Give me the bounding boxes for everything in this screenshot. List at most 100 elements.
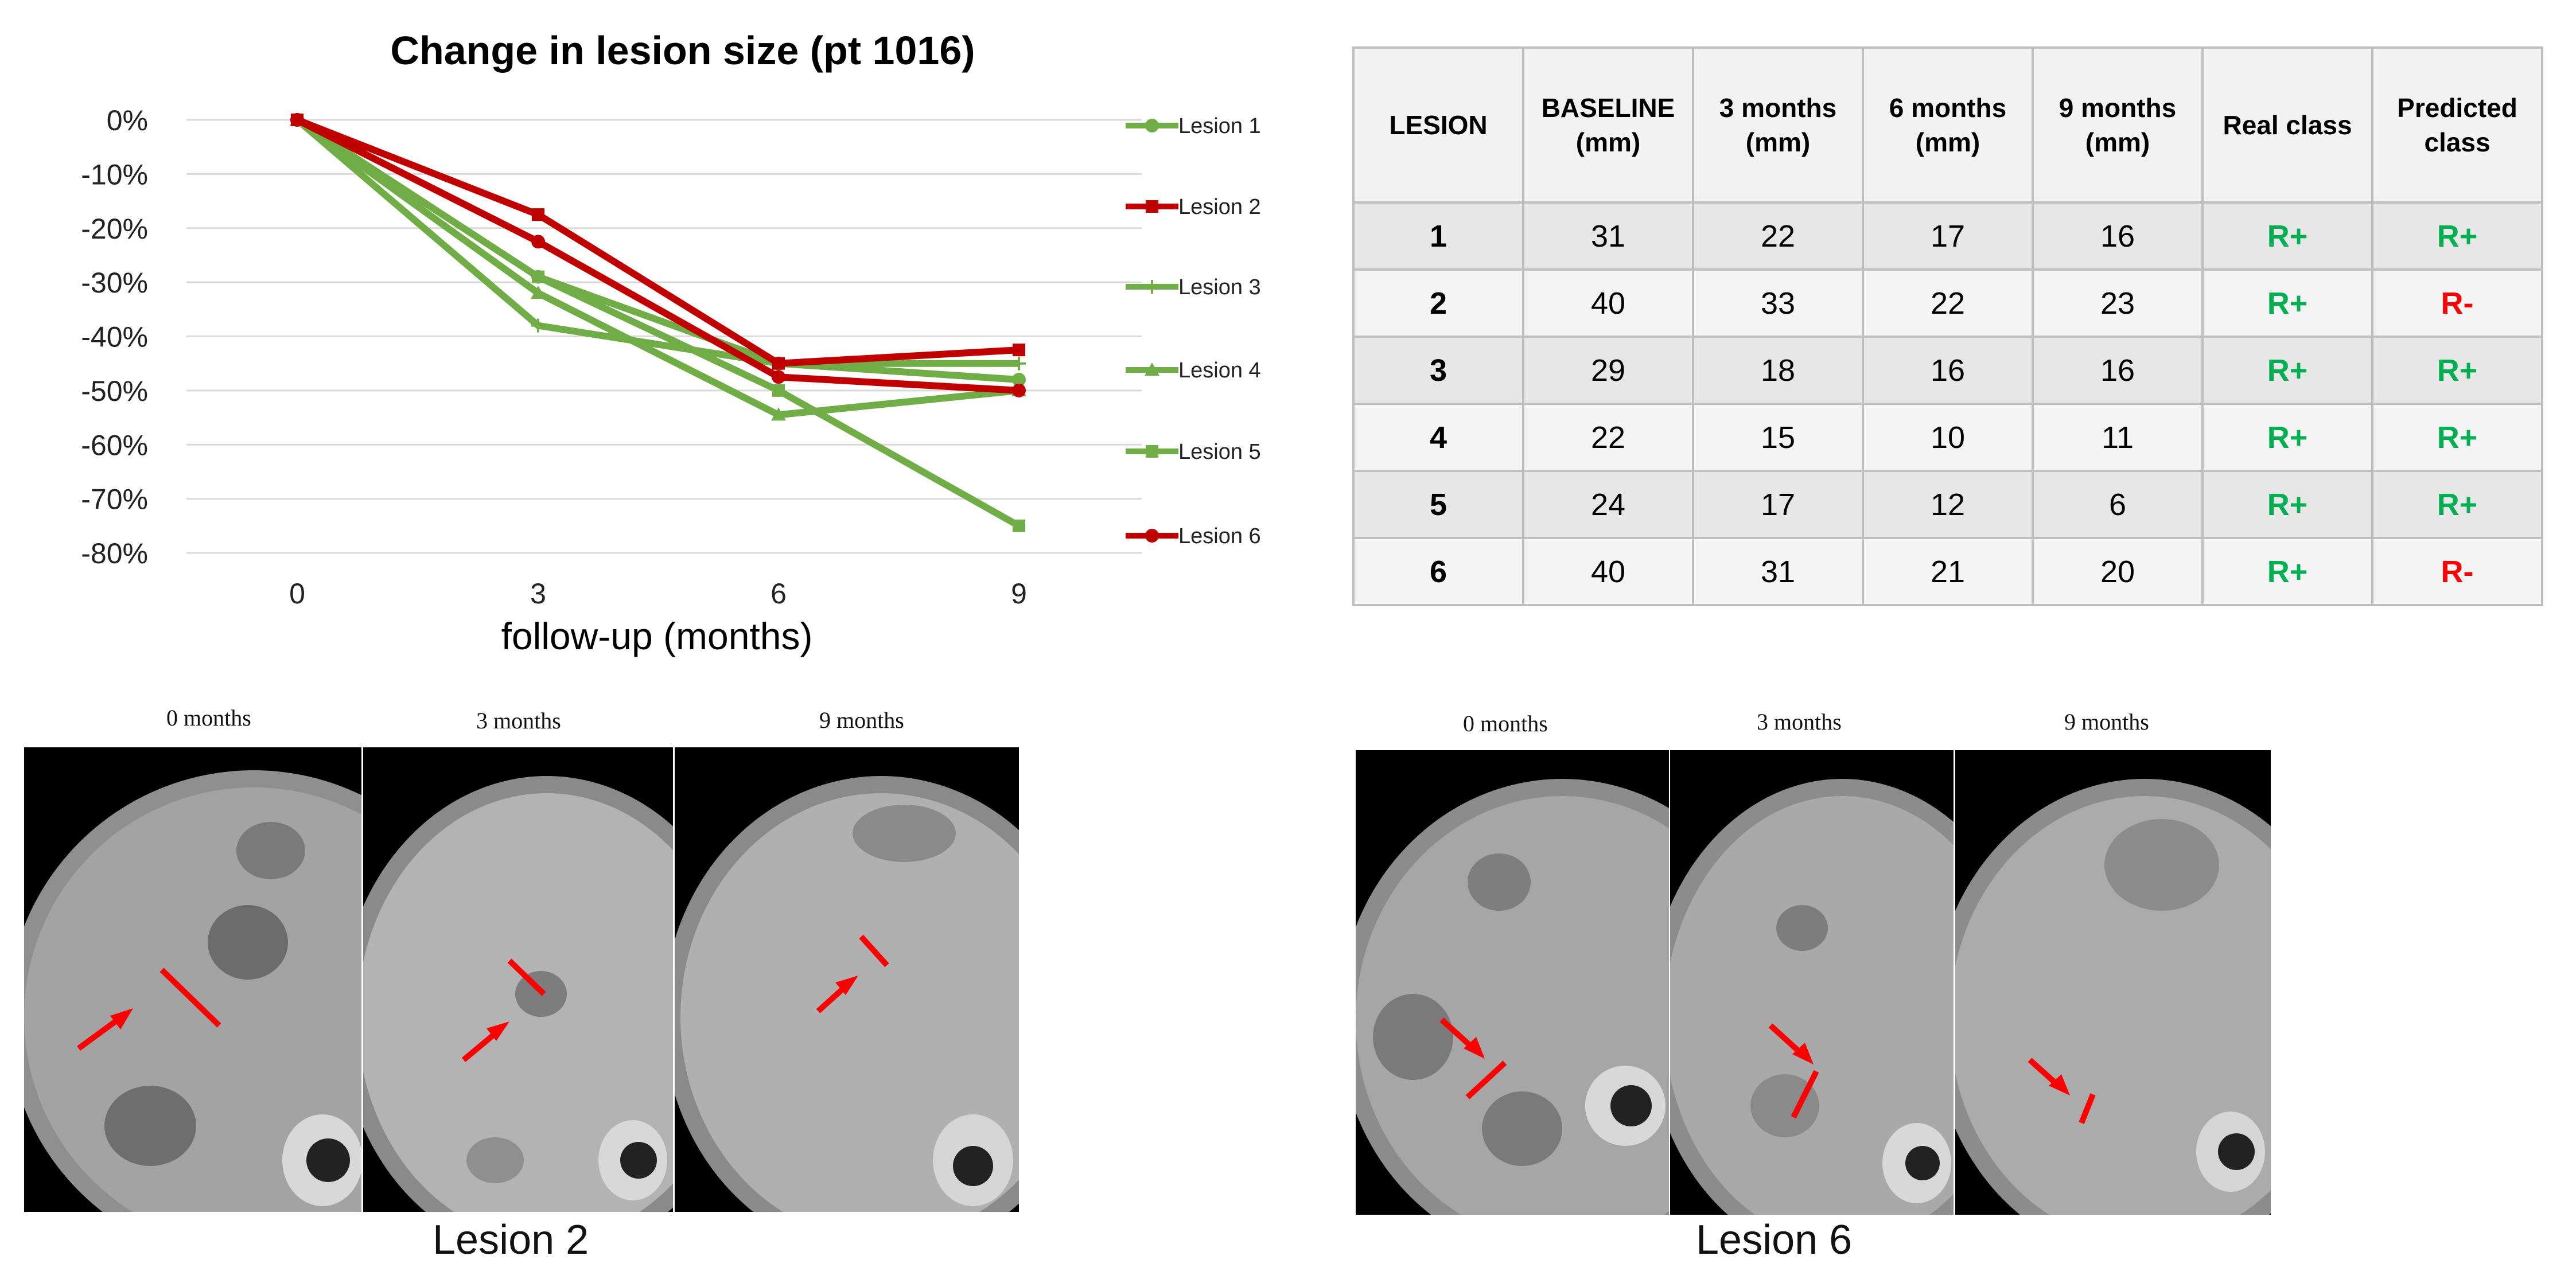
x-axis-label: follow-up (months) xyxy=(501,615,813,657)
cell-3-months: 33 xyxy=(1692,268,1864,338)
ct-left-label-0: 0 months xyxy=(166,705,251,731)
chart-legend: Lesion 1 Lesion 2 Lesion 3 Lesion 4 Lesion 5… xyxy=(1126,114,1261,548)
header-lesion: LESION xyxy=(1352,46,1524,204)
cell-predicted-class: R+ xyxy=(2371,201,2543,271)
table-row: 2 40 33 22 23 R+ R- xyxy=(1352,268,2543,338)
ct-image-lesion6-9m xyxy=(1955,750,2271,1215)
y-tick-label: -10% xyxy=(81,158,148,190)
header-baseline: BASELINE (mm) xyxy=(1522,46,1694,204)
cell-real-class: R+ xyxy=(2201,336,2373,405)
cell-6-months: 12 xyxy=(1862,470,2034,539)
cell-9-months: 20 xyxy=(2032,537,2204,606)
y-tick-label: -70% xyxy=(81,483,148,516)
legend-label: Lesion 5 xyxy=(1178,440,1261,464)
ct-left-label-3: 3 months xyxy=(476,708,561,734)
cell-6-months: 10 xyxy=(1862,403,2034,472)
cell-9-months: 11 xyxy=(2032,403,2204,472)
y-tick-label: -30% xyxy=(81,267,148,299)
cell-3-months: 18 xyxy=(1692,336,1864,405)
cell-6-months: 16 xyxy=(1862,336,2034,405)
ct-image-lesion2-3m xyxy=(363,747,673,1212)
cell-lesion: 5 xyxy=(1352,470,1524,539)
data-point xyxy=(1012,356,1026,371)
legend-item: Lesion 1 xyxy=(1126,114,1261,138)
x-axis-ticks: 0 3 6 9 xyxy=(289,578,1027,610)
cell-6-months: 17 xyxy=(1862,201,2034,271)
cell-predicted-class: R- xyxy=(2371,268,2543,338)
x-tick-label: 3 xyxy=(530,578,546,610)
legend-marker xyxy=(1146,200,1158,213)
table-row: 4 22 15 10 11 R+ R+ xyxy=(1352,403,2543,472)
cell-lesion: 4 xyxy=(1352,403,1524,472)
ct-left-label-9: 9 months xyxy=(819,707,904,733)
cell-9-months: 16 xyxy=(2032,336,2204,405)
data-point xyxy=(532,208,544,221)
cell-lesion: 3 xyxy=(1352,336,1524,405)
cell-6-months: 21 xyxy=(1862,537,2034,606)
cell-real-class: R+ xyxy=(2201,403,2373,472)
cell-predicted-class: R- xyxy=(2371,537,2543,606)
legend-marker xyxy=(1146,445,1158,458)
x-tick-label: 0 xyxy=(289,578,305,610)
cell-baseline: 31 xyxy=(1522,201,1694,271)
cell-real-class: R+ xyxy=(2201,470,2373,539)
series-line xyxy=(295,117,1019,367)
cell-9-months: 16 xyxy=(2032,201,2204,271)
legend-item: Lesion 2 xyxy=(1126,195,1261,219)
series-line xyxy=(295,116,1019,367)
legend-marker xyxy=(1145,529,1159,543)
y-tick-label: -80% xyxy=(81,537,148,570)
data-point xyxy=(772,384,785,397)
data-point xyxy=(1012,373,1026,387)
cell-6-months: 22 xyxy=(1862,268,2034,338)
series-lesion-6 xyxy=(290,113,1026,397)
legend-item: Lesion 6 xyxy=(1126,524,1261,548)
ct-image-lesion6-0m xyxy=(1356,750,1669,1215)
cell-predicted-class: R+ xyxy=(2371,470,2543,539)
table-row: 5 24 17 12 6 R+ R+ xyxy=(1352,470,2543,539)
ct-right-label-9: 9 months xyxy=(2064,709,2149,735)
cell-baseline: 29 xyxy=(1522,336,1694,405)
cell-lesion: 2 xyxy=(1352,268,1524,338)
legend-label: Lesion 3 xyxy=(1178,275,1261,299)
cell-baseline: 24 xyxy=(1522,470,1694,539)
y-axis-ticks: 0% -10% -20% -30% -40% -50% -60% -70% -80% xyxy=(81,104,148,570)
cell-real-class: R+ xyxy=(2201,268,2373,338)
data-point xyxy=(772,370,785,384)
header-9-months: 9 months (mm) xyxy=(2032,46,2204,204)
cell-3-months: 31 xyxy=(1692,537,1864,606)
ct-image-lesion2-9m xyxy=(675,747,1019,1212)
cell-9-months: 6 xyxy=(2032,470,2204,539)
header-6-months: 6 months (mm) xyxy=(1862,46,2034,204)
data-point xyxy=(290,113,304,127)
cell-3-months: 22 xyxy=(1692,201,1864,271)
ct-image-lesion2-0m xyxy=(24,747,361,1212)
series-line xyxy=(295,116,1019,394)
cell-baseline: 22 xyxy=(1522,403,1694,472)
cell-real-class: R+ xyxy=(2201,201,2373,271)
cell-3-months: 15 xyxy=(1692,403,1864,472)
table-row: 6 40 31 21 20 R+ R- xyxy=(1352,537,2543,606)
cell-predicted-class: R+ xyxy=(2371,336,2543,405)
series-line xyxy=(295,116,1021,529)
legend-label: Lesion 6 xyxy=(1178,524,1261,548)
y-tick-label: -50% xyxy=(81,375,148,407)
cell-baseline: 40 xyxy=(1522,268,1694,338)
legend-marker xyxy=(1145,280,1159,294)
data-point xyxy=(531,318,545,333)
y-tick-label: -60% xyxy=(81,429,148,461)
ct-left-caption: Lesion 2 xyxy=(433,1217,589,1263)
cell-9-months: 23 xyxy=(2032,268,2204,338)
ct-right-label-3: 3 months xyxy=(1757,709,1842,735)
header-real-class: Real class xyxy=(2201,46,2373,204)
legend-label: Lesion 1 xyxy=(1178,114,1261,138)
table-row: 3 29 18 16 16 R+ R+ xyxy=(1352,336,2543,405)
series-line xyxy=(295,117,1019,419)
legend-item: Lesion 3 xyxy=(1126,275,1261,299)
ct-right-label-0: 0 months xyxy=(1463,711,1548,736)
data-point xyxy=(1013,344,1025,357)
chart-title: Change in lesion size (pt 1016) xyxy=(390,28,975,73)
legend-marker xyxy=(1145,362,1159,376)
cell-3-months: 17 xyxy=(1692,470,1864,539)
legend-label: Lesion 4 xyxy=(1178,358,1261,383)
